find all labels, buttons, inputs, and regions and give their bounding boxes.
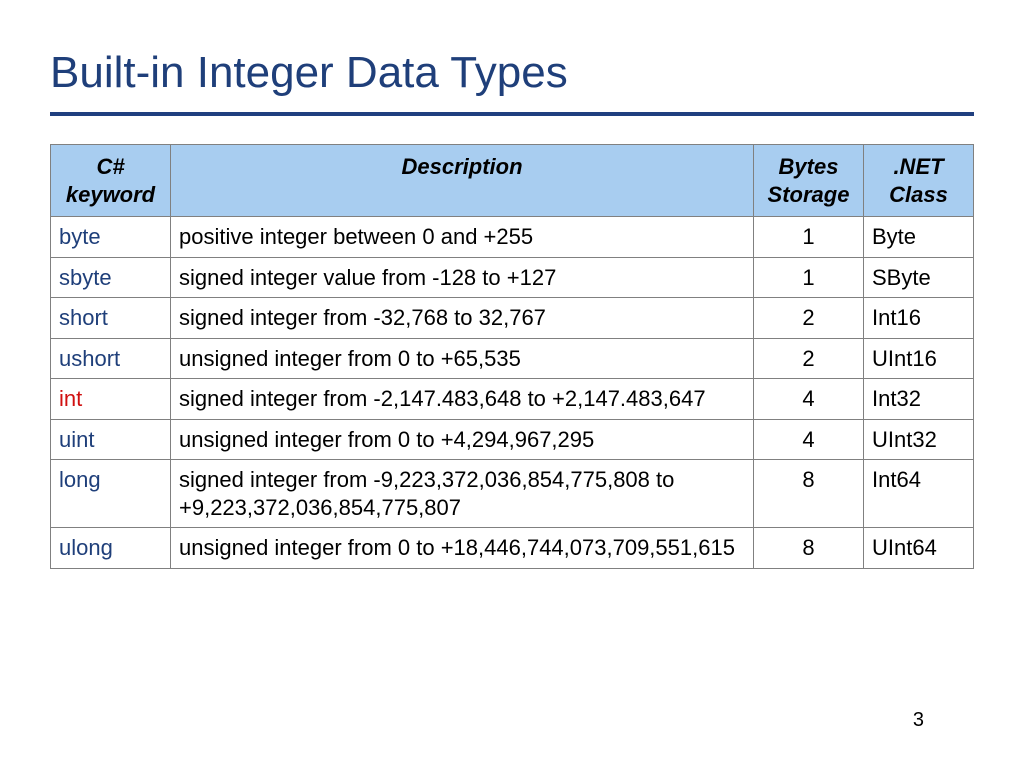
header-description: Description xyxy=(171,145,754,217)
cell-bytes: 2 xyxy=(754,338,864,379)
cell-description: signed integer from -32,768 to 32,767 xyxy=(171,298,754,339)
table-row: sbytesigned integer value from -128 to +… xyxy=(51,257,974,298)
cell-description: unsigned integer from 0 to +4,294,967,29… xyxy=(171,419,754,460)
cell-bytes: 8 xyxy=(754,460,864,528)
cell-keyword: ushort xyxy=(51,338,171,379)
header-netclass: .NET Class xyxy=(864,145,974,217)
page-title: Built-in Integer Data Types xyxy=(50,48,974,98)
cell-description: unsigned integer from 0 to +18,446,744,0… xyxy=(171,528,754,569)
datatype-table: C# keyword Description Bytes Storage .NE… xyxy=(50,144,974,569)
cell-keyword: byte xyxy=(51,217,171,258)
cell-description: positive integer between 0 and +255 xyxy=(171,217,754,258)
cell-bytes: 1 xyxy=(754,217,864,258)
cell-netclass: SByte xyxy=(864,257,974,298)
cell-bytes: 2 xyxy=(754,298,864,339)
cell-keyword: uint xyxy=(51,419,171,460)
table-row: bytepositive integer between 0 and +2551… xyxy=(51,217,974,258)
table-row: ushortunsigned integer from 0 to +65,535… xyxy=(51,338,974,379)
table-row: uintunsigned integer from 0 to +4,294,96… xyxy=(51,419,974,460)
table-header-row: C# keyword Description Bytes Storage .NE… xyxy=(51,145,974,217)
title-rule xyxy=(50,112,974,116)
cell-bytes: 4 xyxy=(754,379,864,420)
slide: Built-in Integer Data Types C# keyword D… xyxy=(0,0,1024,768)
cell-keyword: short xyxy=(51,298,171,339)
cell-netclass: UInt64 xyxy=(864,528,974,569)
cell-keyword: ulong xyxy=(51,528,171,569)
cell-description: signed integer value from -128 to +127 xyxy=(171,257,754,298)
table-row: intsigned integer from -2,147.483,648 to… xyxy=(51,379,974,420)
cell-netclass: UInt32 xyxy=(864,419,974,460)
table-row: shortsigned integer from -32,768 to 32,7… xyxy=(51,298,974,339)
header-keyword: C# keyword xyxy=(51,145,171,217)
cell-netclass: Int16 xyxy=(864,298,974,339)
header-bytes: Bytes Storage xyxy=(754,145,864,217)
cell-netclass: Int64 xyxy=(864,460,974,528)
cell-keyword: long xyxy=(51,460,171,528)
cell-netclass: UInt16 xyxy=(864,338,974,379)
table-row: longsigned integer from -9,223,372,036,8… xyxy=(51,460,974,528)
cell-description: signed integer from -2,147.483,648 to +2… xyxy=(171,379,754,420)
cell-netclass: Int32 xyxy=(864,379,974,420)
cell-keyword: int xyxy=(51,379,171,420)
cell-bytes: 4 xyxy=(754,419,864,460)
cell-description: unsigned integer from 0 to +65,535 xyxy=(171,338,754,379)
cell-keyword: sbyte xyxy=(51,257,171,298)
cell-bytes: 1 xyxy=(754,257,864,298)
cell-description: signed integer from -9,223,372,036,854,7… xyxy=(171,460,754,528)
page-number: 3 xyxy=(913,709,924,732)
table-row: ulongunsigned integer from 0 to +18,446,… xyxy=(51,528,974,569)
cell-bytes: 8 xyxy=(754,528,864,569)
cell-netclass: Byte xyxy=(864,217,974,258)
